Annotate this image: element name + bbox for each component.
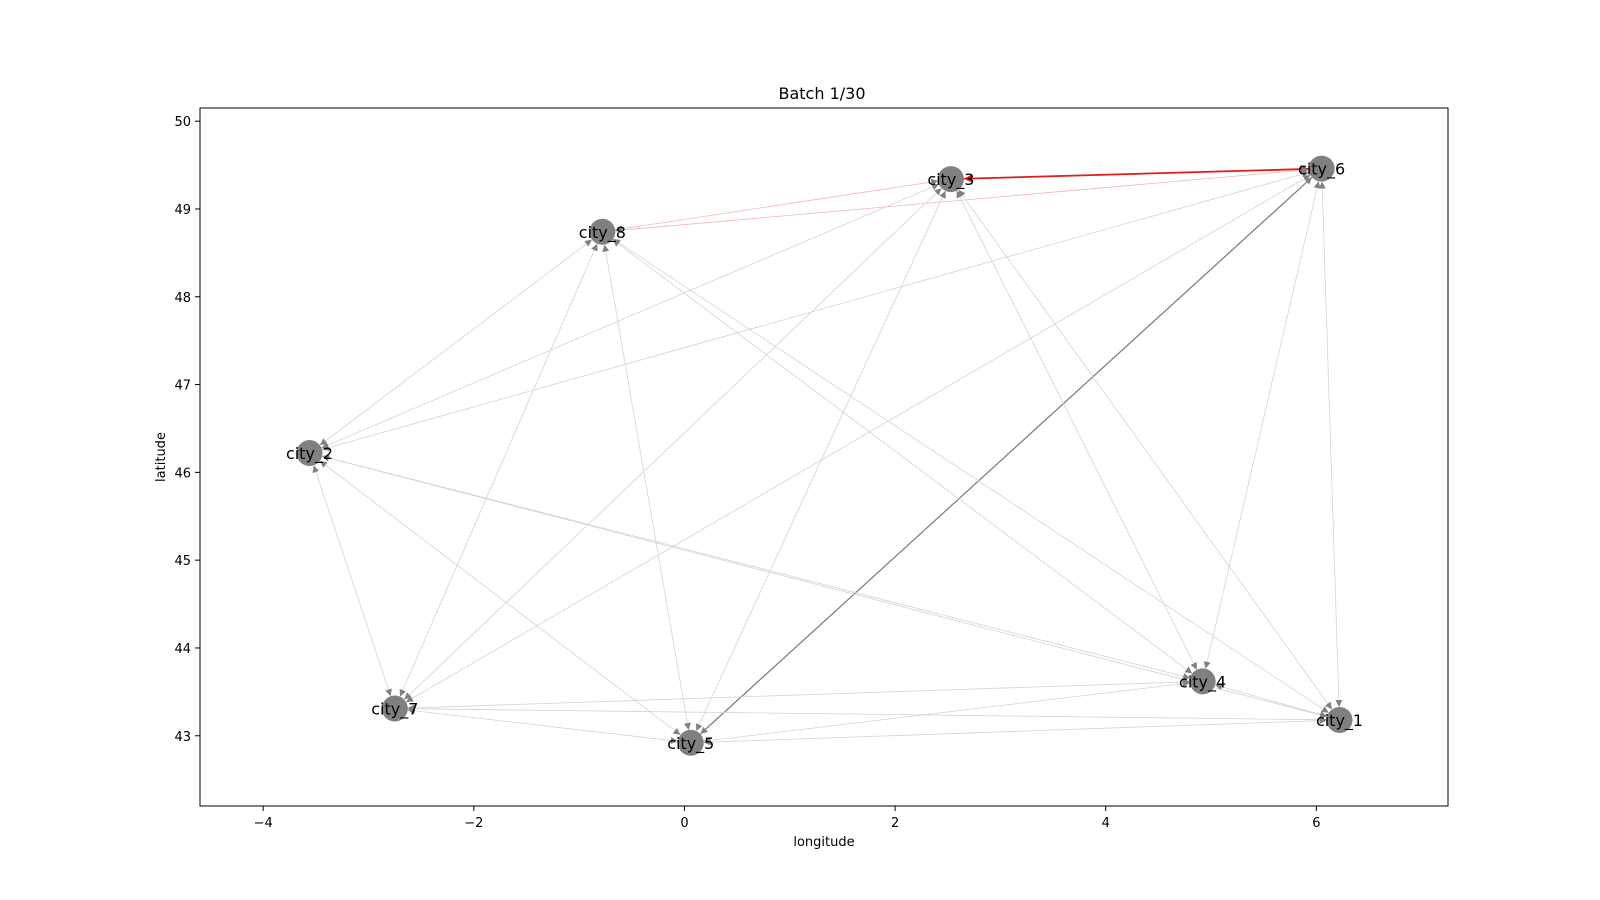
edge-city_5-city_4: [703, 680, 1190, 744]
edge-city_6-city_7: [405, 174, 1311, 703]
y-tick-label: 46: [174, 466, 191, 481]
edge-city_3-city_2: [321, 183, 940, 449]
y-tick-label: 49: [174, 203, 191, 218]
node-city_1: [1326, 706, 1353, 733]
x-axis-label: longitude: [793, 835, 854, 850]
node-label-city_7: city_7: [371, 700, 418, 720]
edge-city_5-city_6: [699, 176, 1313, 735]
edge-city_8-city_1: [612, 238, 1329, 714]
x-tick-label: 2: [891, 816, 899, 831]
edge-city_7-city_4: [407, 678, 1190, 712]
edge-city_4-city_1: [1215, 683, 1328, 718]
edge-city_8-city_5: [602, 244, 691, 731]
node-city_2: [296, 440, 323, 467]
y-axis-label: latitude: [154, 432, 169, 482]
edge-city_3-city_1: [958, 189, 1333, 710]
node-city_8: [589, 218, 616, 245]
x-axis-ticks: −4 −2 0 2 4 6: [254, 806, 1320, 831]
edge-city_7-city_1: [407, 705, 1327, 724]
y-tick-label: 50: [174, 115, 191, 130]
node-city_6: [1308, 155, 1335, 182]
x-tick-label: 4: [1102, 816, 1110, 831]
y-tick-label: 47: [174, 379, 191, 394]
edge-city_3-city_7: [403, 187, 942, 700]
chart-title: Batch 1/30: [778, 84, 865, 103]
node-label-city_2: city_2: [286, 444, 333, 464]
edge-city_5-city_1: [703, 717, 1327, 746]
edge-city_3-city_6: [963, 165, 1309, 183]
node-label-city_6: city_6: [1298, 160, 1345, 180]
x-tick-label: −4: [254, 816, 273, 831]
edge-city_8-city_2: [319, 239, 593, 446]
node-label-city_1: city_1: [1316, 711, 1363, 731]
node-label-city_3: city_3: [927, 170, 974, 190]
y-tick-label: 48: [174, 291, 191, 306]
x-tick-label: 6: [1312, 816, 1320, 831]
node-label-city_8: city_8: [579, 223, 626, 243]
y-axis-ticks: 43 44 45 46 47 48 49 50: [174, 115, 200, 745]
edge-city_8-city_7: [399, 243, 598, 697]
edge-city_2-city_4: [322, 454, 1191, 680]
edge-city_6-city_4: [1203, 181, 1321, 669]
plot-frame: [199, 107, 1449, 807]
node-label-city_4: city_4: [1179, 672, 1226, 692]
node-city_3: [937, 166, 964, 193]
x-tick-label: 0: [680, 816, 688, 831]
y-tick-label: 43: [174, 730, 191, 745]
edge-city_8-city_4: [612, 239, 1193, 674]
edge-city_6-city_2: [321, 170, 1310, 452]
node-city_7: [381, 695, 408, 722]
node-city_5: [677, 729, 704, 756]
x-tick-label: −2: [464, 816, 483, 831]
node-label-city_5: city_5: [667, 734, 714, 754]
nodes-layer: city_1 city_2 city_3 city_4 city_5 city_6city…: [286, 155, 1363, 756]
y-tick-label: 45: [174, 554, 191, 569]
edge-city_2-city_1: [322, 454, 1328, 719]
node-city_4: [1189, 668, 1216, 695]
y-tick-label: 44: [174, 642, 191, 657]
edges-layer: [312, 165, 1343, 746]
edge-city_6-city_1: [1318, 181, 1343, 707]
edge-city_2-city_7: [312, 465, 392, 697]
edge-city_7-city_5: [407, 707, 678, 744]
